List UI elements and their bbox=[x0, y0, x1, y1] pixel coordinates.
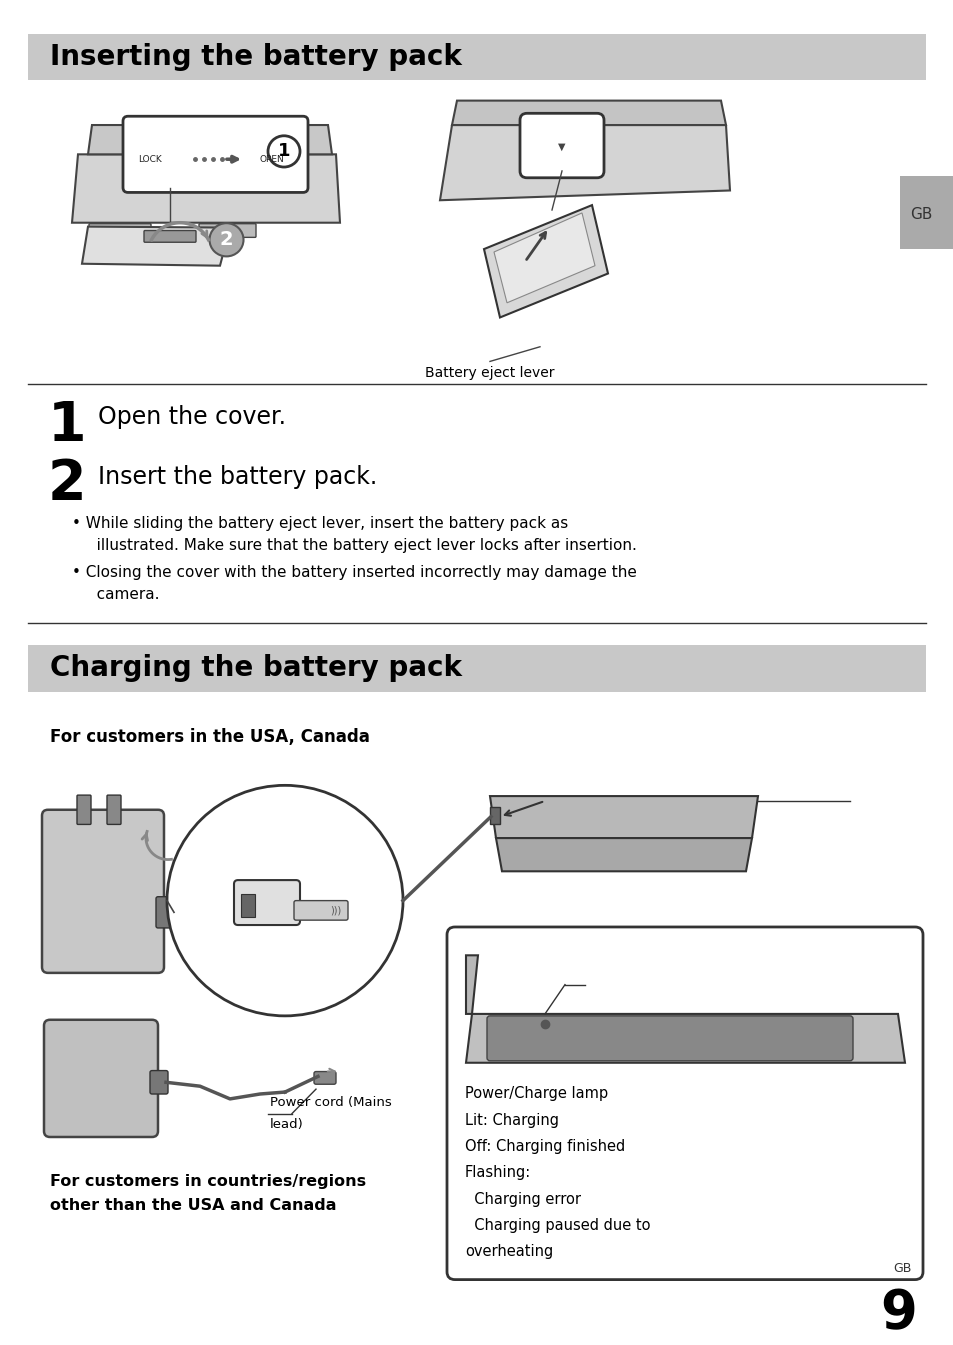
Circle shape bbox=[210, 223, 243, 257]
Text: ▼: ▼ bbox=[558, 141, 565, 152]
Text: OPEN: OPEN bbox=[259, 155, 284, 164]
Text: 9: 9 bbox=[879, 1287, 916, 1340]
Polygon shape bbox=[490, 796, 758, 838]
Text: Off: Charging finished: Off: Charging finished bbox=[464, 1139, 624, 1154]
Text: LOCK: LOCK bbox=[138, 155, 162, 164]
Text: 2: 2 bbox=[48, 457, 87, 511]
Text: 1: 1 bbox=[277, 143, 290, 160]
FancyBboxPatch shape bbox=[123, 116, 308, 192]
FancyBboxPatch shape bbox=[156, 897, 175, 928]
Text: illustrated. Make sure that the battery eject lever locks after insertion.: illustrated. Make sure that the battery … bbox=[82, 538, 637, 553]
Polygon shape bbox=[88, 125, 332, 155]
Text: GB: GB bbox=[909, 207, 931, 222]
Text: Open the cover.: Open the cover. bbox=[98, 405, 286, 429]
Text: Charging the battery pack: Charging the battery pack bbox=[50, 654, 461, 682]
Polygon shape bbox=[496, 838, 751, 872]
FancyBboxPatch shape bbox=[77, 795, 91, 824]
Text: GB: GB bbox=[892, 1262, 910, 1275]
FancyBboxPatch shape bbox=[199, 223, 255, 237]
Text: For customers in countries/regions: For customers in countries/regions bbox=[50, 1174, 366, 1189]
Text: 1: 1 bbox=[48, 398, 87, 452]
FancyBboxPatch shape bbox=[89, 223, 151, 237]
FancyBboxPatch shape bbox=[44, 1020, 158, 1137]
Text: For customers in the USA, Canada: For customers in the USA, Canada bbox=[50, 728, 370, 745]
Polygon shape bbox=[439, 125, 729, 200]
FancyBboxPatch shape bbox=[490, 807, 499, 824]
Text: Flashing:: Flashing: bbox=[464, 1165, 531, 1181]
Text: Charging paused due to: Charging paused due to bbox=[464, 1219, 650, 1233]
Text: Power/Charge lamp: Power/Charge lamp bbox=[464, 1087, 607, 1102]
Text: Insert the battery pack.: Insert the battery pack. bbox=[98, 465, 376, 490]
Text: overheating: overheating bbox=[464, 1244, 553, 1259]
FancyBboxPatch shape bbox=[233, 880, 299, 925]
Text: Battery eject lever: Battery eject lever bbox=[425, 366, 554, 381]
FancyBboxPatch shape bbox=[28, 34, 925, 81]
Polygon shape bbox=[465, 1014, 904, 1063]
FancyBboxPatch shape bbox=[241, 894, 254, 917]
FancyBboxPatch shape bbox=[28, 644, 925, 691]
Text: Lit: Charging: Lit: Charging bbox=[464, 1112, 558, 1127]
FancyBboxPatch shape bbox=[42, 810, 164, 972]
FancyBboxPatch shape bbox=[486, 1015, 852, 1061]
Polygon shape bbox=[494, 213, 595, 303]
Polygon shape bbox=[465, 955, 477, 1014]
Text: other than the USA and Canada: other than the USA and Canada bbox=[50, 1197, 336, 1213]
Text: • While sliding the battery eject lever, insert the battery pack as: • While sliding the battery eject lever,… bbox=[71, 515, 568, 531]
Circle shape bbox=[167, 785, 402, 1015]
FancyBboxPatch shape bbox=[144, 230, 195, 242]
Text: ))): ))) bbox=[330, 905, 341, 916]
FancyBboxPatch shape bbox=[519, 113, 603, 178]
FancyBboxPatch shape bbox=[899, 176, 953, 249]
Text: camera.: camera. bbox=[82, 586, 159, 603]
Polygon shape bbox=[452, 101, 725, 125]
FancyBboxPatch shape bbox=[314, 1072, 335, 1084]
Text: Charging error: Charging error bbox=[464, 1192, 580, 1206]
Text: • Closing the cover with the battery inserted incorrectly may damage the: • Closing the cover with the battery ins… bbox=[71, 565, 637, 580]
FancyBboxPatch shape bbox=[107, 795, 121, 824]
Text: 2: 2 bbox=[219, 230, 233, 249]
Text: Inserting the battery pack: Inserting the battery pack bbox=[50, 43, 461, 71]
Circle shape bbox=[268, 136, 299, 167]
FancyBboxPatch shape bbox=[447, 927, 923, 1279]
Text: Power cord (Mains: Power cord (Mains bbox=[270, 1096, 392, 1110]
Polygon shape bbox=[483, 206, 607, 317]
Text: lead): lead) bbox=[270, 1119, 303, 1131]
FancyBboxPatch shape bbox=[150, 1071, 168, 1093]
Polygon shape bbox=[82, 226, 230, 266]
Polygon shape bbox=[71, 155, 339, 223]
FancyBboxPatch shape bbox=[294, 901, 348, 920]
